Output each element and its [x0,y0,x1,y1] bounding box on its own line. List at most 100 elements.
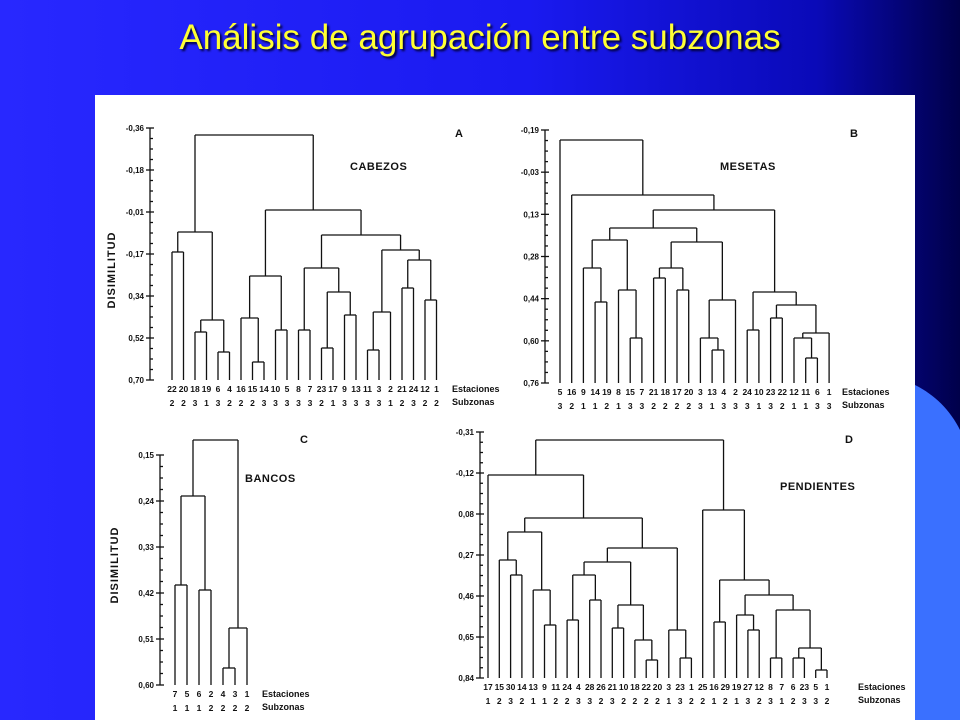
panel-name: PENDIENTES [780,481,855,493]
station-label: 11 [801,387,810,397]
subzone-label: 1 [593,401,598,411]
tick-label: -0,19 [521,126,540,135]
subzone-label: 3 [296,398,301,408]
station-label: 17 [672,387,682,397]
subzone-label: 3 [815,401,820,411]
subzones-caption: Subzonas [452,397,495,407]
subzone-label: 3 [377,398,382,408]
panel-name: CABEZOS [350,161,407,173]
station-label: 2 [388,384,393,394]
station-label: 5 [185,689,190,699]
station-label: 1 [825,682,830,692]
subzone-label: 2 [423,398,428,408]
station-label: 3 [666,682,671,692]
station-label: 5 [285,384,290,394]
station-label: 21 [608,682,618,692]
station-label: 3 [698,387,703,397]
stations-caption: Estaciones [858,682,906,692]
subzones-caption: Subzonas [858,695,901,705]
subzone-label: 3 [721,401,726,411]
tick-label: 0,13 [523,210,539,219]
station-label: 16 [709,682,719,692]
station-label: 10 [271,384,281,394]
station-label: 14 [517,682,527,692]
subzone-label: 3 [508,696,513,706]
panel-letter: A [455,128,463,140]
station-label: 19 [202,384,212,394]
subzone-label: 2 [181,398,186,408]
station-label: 26 [596,682,606,692]
subzones-caption: Subzonas [842,400,885,410]
subzone-label: 3 [733,401,738,411]
tick-label: -0,03 [521,168,540,177]
panel-name: MESETAS [720,161,776,173]
axis-label: DISIMILITUD [106,232,118,309]
subzone-label: 3 [745,401,750,411]
station-label: 18 [630,682,640,692]
station-label: 20 [684,387,694,397]
station-label: 10 [754,387,764,397]
tick-label: 0,08 [458,510,474,519]
tick-label: -0,12 [456,469,475,478]
station-label: 3 [233,689,238,699]
tick-label: 0,24 [138,497,154,506]
station-label: 13 [707,387,717,397]
station-label: 16 [567,387,577,397]
subzones-caption: Subzonas [262,702,305,712]
subzone-label: 2 [780,401,785,411]
subzone-label: 2 [520,696,525,706]
station-label: 18 [661,387,671,397]
station-label: 11 [363,384,372,394]
station-label: 4 [721,387,726,397]
subzone-label: 1 [616,401,621,411]
station-label: 30 [506,682,516,692]
subzone-label: 3 [640,401,645,411]
subzone-label: 1 [803,401,808,411]
scan-background [95,95,915,720]
subzone-label: 2 [757,696,762,706]
tick-label: 0,33 [138,543,154,552]
station-label: 9 [542,682,547,692]
station-label: 1 [245,689,250,699]
subzone-label: 3 [216,398,221,408]
station-label: 7 [640,387,645,397]
station-label: 14 [590,387,600,397]
tick-label: -0,01 [126,208,145,217]
subzone-label: 3 [411,398,416,408]
station-label: 17 [483,682,493,692]
tick-label: 0,65 [458,633,474,642]
station-label: 8 [768,682,773,692]
subzone-label: 2 [569,401,574,411]
station-label: 6 [791,682,796,692]
subzone-label: 1 [779,696,784,706]
station-label: 1 [827,387,832,397]
station-label: 23 [800,682,810,692]
subzone-label: 1 [734,696,739,706]
station-label: 1 [689,682,694,692]
subzone-label: 2 [644,696,649,706]
subzone-label: 3 [576,696,581,706]
station-label: 12 [754,682,764,692]
panel-letter: B [850,128,858,140]
subzone-label: 3 [813,696,818,706]
subzone-label: 2 [689,696,694,706]
subzone-label: 2 [250,398,255,408]
station-label: 22 [167,384,177,394]
subzone-label: 1 [666,696,671,706]
station-label: 23 [766,387,776,397]
station-label: 8 [296,384,301,394]
subzone-label: 2 [663,401,668,411]
subzone-label: 3 [698,401,703,411]
tick-label: -0,18 [126,166,145,175]
subzone-label: 2 [599,696,604,706]
station-label: 10 [619,682,629,692]
subzone-label: 2 [621,696,626,706]
subzone-label: 3 [365,398,370,408]
subzone-label: 3 [354,398,359,408]
subzone-label: 2 [633,696,638,706]
station-label: 3 [377,384,382,394]
subzone-label: 1 [710,401,715,411]
subzone-label: 2 [209,703,214,713]
panel-letter: D [845,434,853,446]
